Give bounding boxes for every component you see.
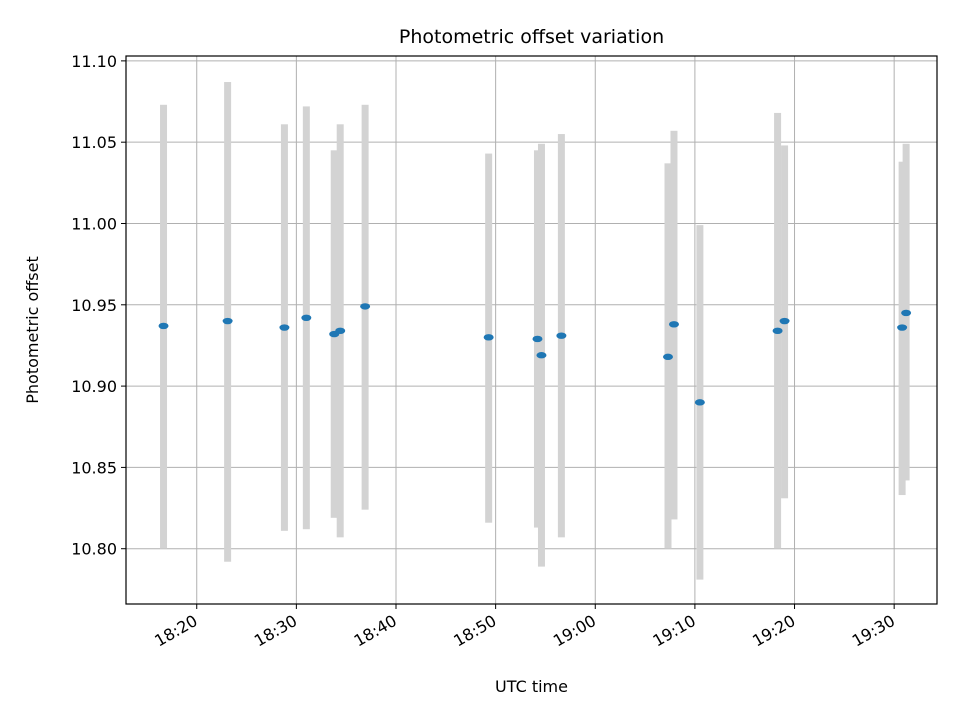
y-tick-label: 10.80 <box>71 540 117 559</box>
y-tick-label: 11.10 <box>71 52 117 71</box>
y-axis-ticks: 10.80 10.85 10.90 10.95 11.00 11.05 11.10 <box>71 52 126 559</box>
y-tick-label: 10.90 <box>71 377 117 396</box>
data-point <box>483 334 494 341</box>
data-point <box>901 309 912 317</box>
data-point <box>536 352 547 359</box>
data-point <box>222 317 233 325</box>
data-point <box>335 327 346 335</box>
y-tick-label: 11.05 <box>71 133 117 152</box>
data-point <box>779 317 790 325</box>
plot-frame <box>125 55 938 605</box>
grid-lines <box>126 56 937 604</box>
y-axis-title: Photometric offset <box>23 256 42 404</box>
x-axis-title: UTC time <box>495 677 568 696</box>
data-point <box>556 332 567 339</box>
data-point <box>772 327 783 335</box>
data-points <box>158 303 912 406</box>
data-point <box>897 324 908 331</box>
data-point <box>360 303 371 310</box>
data-point <box>158 322 169 330</box>
y-tick-label: 11.00 <box>71 214 117 233</box>
data-point <box>301 314 312 322</box>
data-point <box>694 399 705 406</box>
data-point <box>662 353 673 361</box>
y-tick-label: 10.85 <box>71 458 117 477</box>
chart-title: Photometric offset variation <box>399 26 664 48</box>
data-point <box>668 321 679 328</box>
y-tick-label: 10.95 <box>71 296 117 315</box>
data-point <box>532 335 543 343</box>
data-point <box>279 324 290 331</box>
